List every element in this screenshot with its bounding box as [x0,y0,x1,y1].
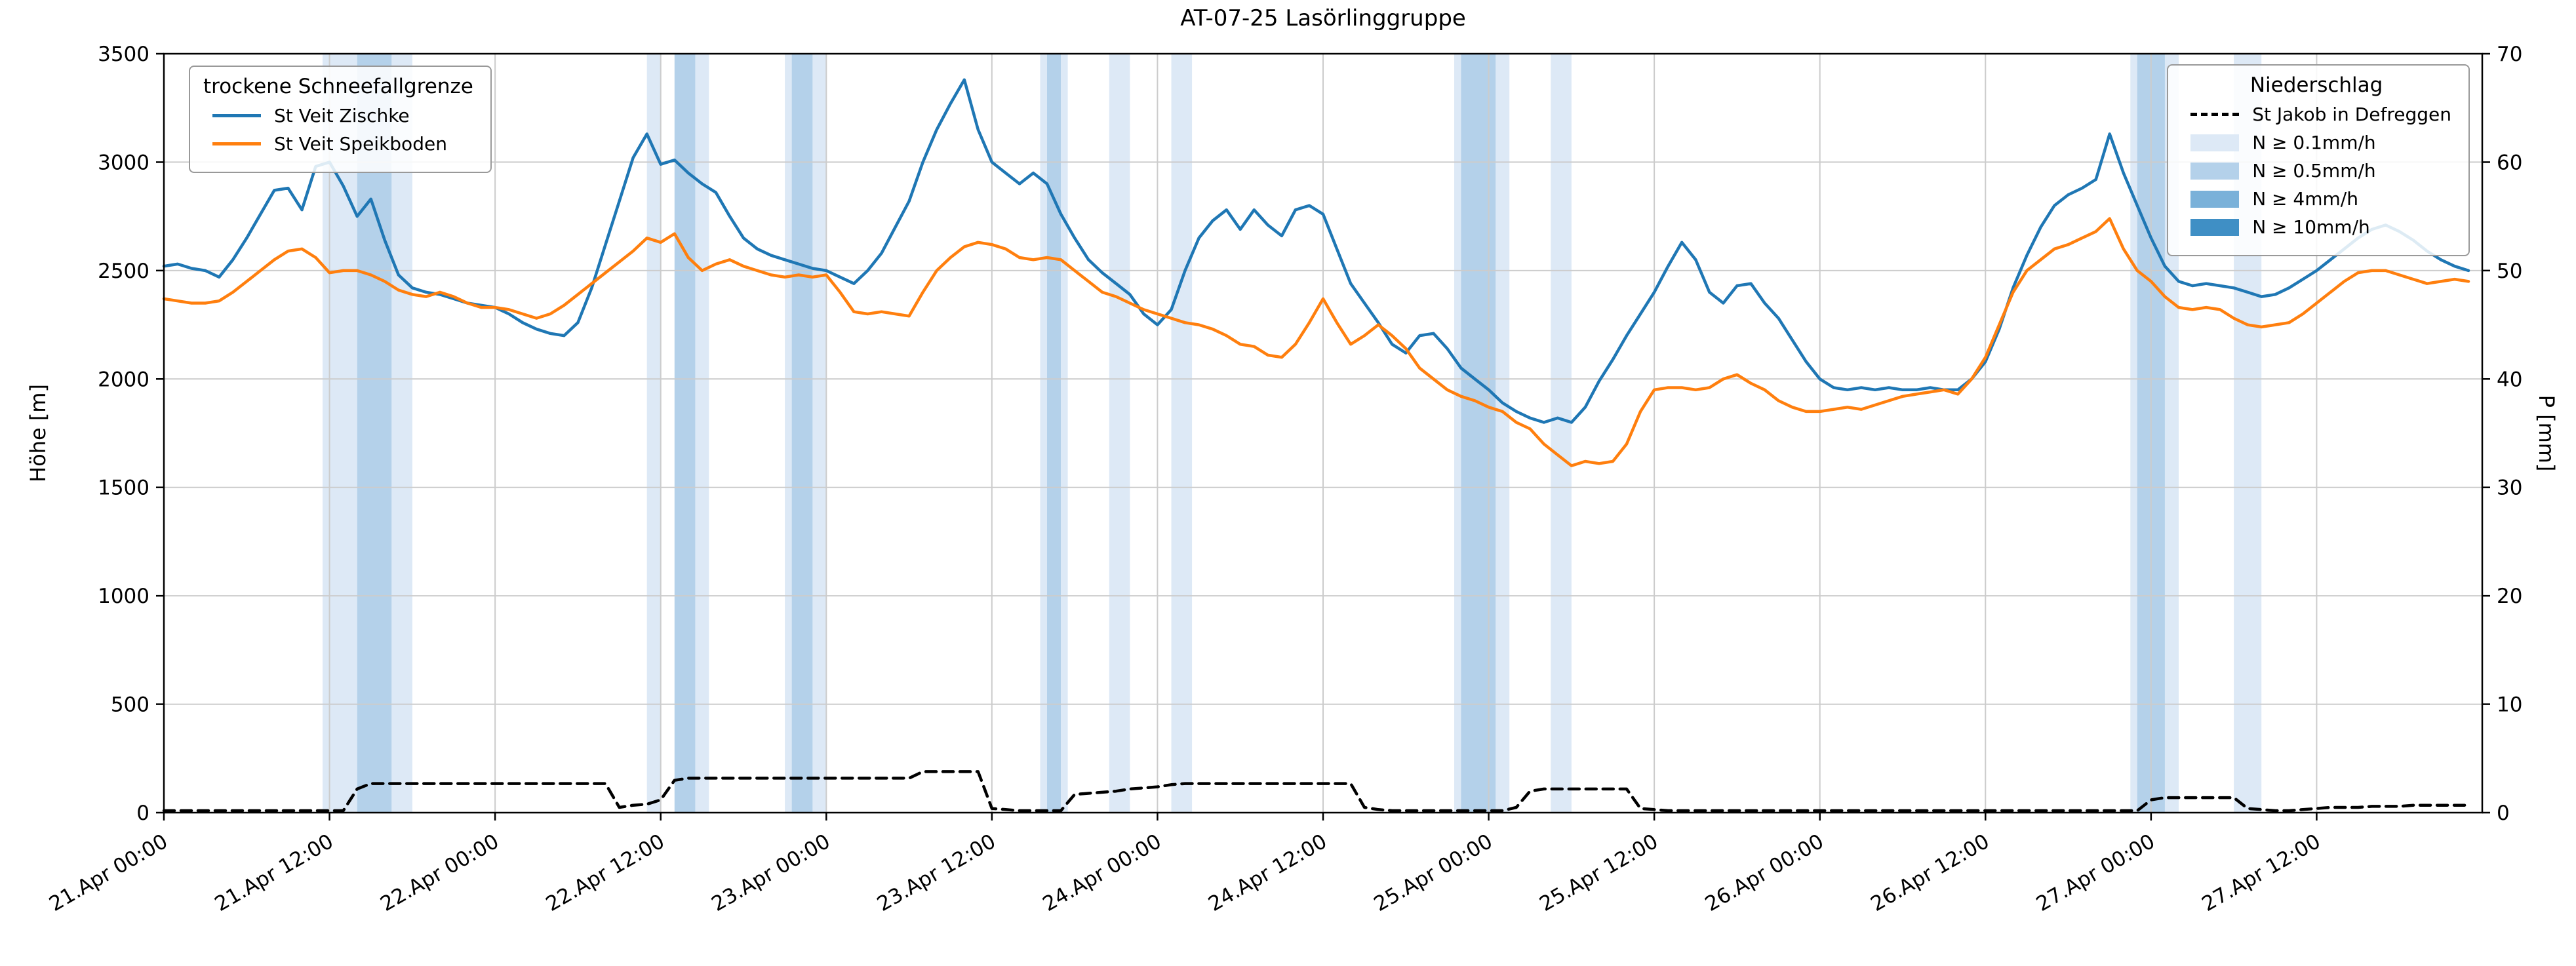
y-tick-label-left: 2000 [98,368,149,391]
precip-band [391,54,412,813]
x-tick-label: 22.Apr 00:00 [376,830,503,916]
y-tick-label-right: 50 [2497,260,2522,283]
legend-item-speikboden: St Veit Speikboden [212,133,473,155]
x-tick-label: 23.Apr 00:00 [707,830,834,916]
x-tick-label: 25.Apr 12:00 [1536,830,1662,916]
chart-title: AT-07-25 Lasörlinggruppe [1180,5,1466,31]
precip-band [1109,54,1130,813]
legend-snowfall-line: trockene Schneefallgrenze St Veit Zischk… [189,66,492,173]
precip-band [695,54,709,813]
x-tick-label: 27.Apr 00:00 [2032,830,2159,916]
x-tick-label: 24.Apr 12:00 [1204,830,1331,916]
y-tick-label-right: 10 [2497,693,2522,717]
band-swatch-4 [2190,190,2240,208]
precip-band [674,54,696,813]
y-tick-label-right: 20 [2497,585,2522,608]
y-tick-label-left: 2500 [98,260,149,283]
series-line-st-veit-speikboden [162,217,2470,467]
series-line-st-jakob-in-defreggen [162,770,2470,813]
legend-precipitation: Niederschlag St Jakob in Defreggen N ≥ 0… [2167,64,2470,256]
legend-item-band-0-5: N ≥ 0.5mm/h [2190,160,2451,182]
legend-precipitation-title: Niederschlag [2249,73,2383,97]
legend-label-zischke: St Veit Zischke [274,105,410,126]
precip-band [791,54,813,813]
precip-band [1551,54,1572,813]
y-tick-label-left: 3500 [98,43,149,66]
precip-band [646,54,661,813]
y-tick-label-right: 0 [2497,802,2510,825]
y-tick-label-left: 3000 [98,151,149,174]
x-tick-label: 23.Apr 12:00 [873,830,1000,916]
band-swatch-0-5 [2190,162,2240,180]
y-tick-label-left: 500 [111,693,149,717]
band-swatch-0-1 [2190,134,2240,151]
legend-item-band-4: N ≥ 4mm/h [2190,188,2451,210]
legend-item-band-0-1: N ≥ 0.1mm/h [2190,132,2451,153]
y-tick-label-left: 1000 [98,585,149,608]
precip-band [1171,54,1193,813]
line-swatch-zischke [212,114,261,117]
y-tick-label-left: 1500 [98,476,149,500]
x-tick-label: 25.Apr 00:00 [1370,830,1497,916]
band-swatch-10 [2190,218,2240,236]
x-tick-label: 21.Apr 12:00 [211,830,338,916]
legend-label-band-10: N ≥ 10mm/h [2252,216,2370,238]
y-tick-label-right: 40 [2497,368,2522,391]
y-tick-label-right: 30 [2497,476,2522,500]
y-tick-label-left: 0 [136,802,149,825]
dashed-line-swatch [2190,113,2240,116]
y-axis-label-left: Höhe [m] [26,384,50,482]
legend-item-band-10: N ≥ 10mm/h [2190,216,2451,238]
precip-band [1461,54,1496,813]
legend-label-stjakob: St Jakob in Defreggen [2252,104,2451,125]
y-tick-label-right: 70 [2497,43,2522,66]
y-axis-label-right: P [mm] [2534,395,2559,472]
precip-band [357,54,392,813]
line-swatch-speikboden [212,142,261,145]
x-tick-label: 22.Apr 12:00 [542,830,669,916]
x-tick-label: 26.Apr 00:00 [1701,830,1828,916]
legend-item-stjakob: St Jakob in Defreggen [2190,104,2451,125]
x-tick-label: 27.Apr 12:00 [2198,830,2324,916]
x-tick-label: 26.Apr 12:00 [1867,830,1993,916]
precip-band [1047,54,1061,813]
legend-item-zischke: St Veit Zischke [212,105,473,126]
legend-label-band-0-1: N ≥ 0.1mm/h [2252,132,2376,153]
legend-label-band-4: N ≥ 4mm/h [2252,188,2358,210]
legend-snowfall-title: trockene Schneefallgrenze [203,75,473,98]
legend-label-speikboden: St Veit Speikboden [274,133,447,155]
x-tick-label: 21.Apr 00:00 [45,830,172,916]
series-line-st-veit-zischke [162,78,2470,424]
legend-label-band-0-5: N ≥ 0.5mm/h [2252,160,2376,182]
x-tick-label: 24.Apr 00:00 [1039,830,1165,916]
y-tick-label-right: 60 [2497,151,2522,174]
